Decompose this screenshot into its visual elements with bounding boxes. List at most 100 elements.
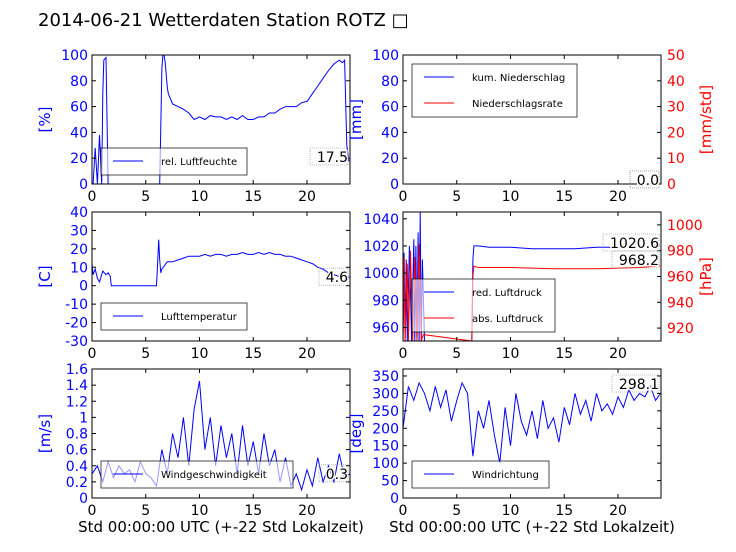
plot-frame <box>402 368 662 499</box>
x-tick-label: 20 <box>609 189 627 205</box>
y-tick-label: 40 <box>70 125 88 141</box>
legend-label: Windrichtung <box>472 470 539 481</box>
figure-title: 2014-06-21 Wetterdaten Station ROTZ □ <box>38 10 409 31</box>
y2-tick-label: 920 <box>667 321 694 337</box>
x-tick-label: 20 <box>609 346 627 362</box>
y-tick-label: 980 <box>372 293 399 309</box>
series-line <box>403 244 660 341</box>
y2-tick-label: 10 <box>667 151 685 167</box>
x-tick-label: 10 <box>502 503 520 519</box>
y-tick-label: 1000 <box>363 266 399 282</box>
x-tick-label: 10 <box>502 189 520 205</box>
x-tick-label: 5 <box>452 346 461 362</box>
y-axis-label: [C] <box>36 265 54 287</box>
y2-axis-label: [hPa] <box>697 257 715 296</box>
legend-label: abs. Luftdruck <box>472 314 543 325</box>
value-annotation: 0.0 <box>637 173 659 189</box>
y-tick-label: 60 <box>381 100 399 116</box>
y-tick-label: 30 <box>70 223 88 239</box>
value-annotation: 968.2 <box>619 253 659 269</box>
x-tick-label: 5 <box>141 503 150 519</box>
chart-panel: 0 5 10 15 20 -30 -20 -10 0 10 20 30 40 [C] Lufttempera… <box>36 205 351 362</box>
x-tick-label: 0 <box>88 346 97 362</box>
y-tick-label: 0.8 <box>66 427 88 443</box>
series-line <box>403 381 661 464</box>
y-tick-label: 0.2 <box>66 475 88 491</box>
y-tick-label: 150 <box>372 439 399 455</box>
y-tick-label: 0 <box>79 491 88 507</box>
y-tick-label: -20 <box>65 316 88 332</box>
y2-axis-label: [mm/std] <box>697 85 715 154</box>
y2-tick-label: 40 <box>667 74 685 90</box>
y2-tick-label: 50 <box>667 48 685 64</box>
value-annotation: 1020.6 <box>610 236 659 252</box>
legend-label: Lufttemperatur <box>161 312 238 323</box>
y-tick-label: 300 <box>372 386 399 402</box>
y-tick-label: -10 <box>65 297 88 313</box>
x-tick-label: 15 <box>244 503 262 519</box>
y-tick-label: 20 <box>70 242 88 258</box>
y-tick-label: 1040 <box>363 212 399 228</box>
value-annotation: 4.6 <box>326 270 348 286</box>
x-tick-label: 15 <box>555 346 573 362</box>
y2-tick-label: 0 <box>667 177 676 193</box>
y-tick-label: 20 <box>70 151 88 167</box>
value-annotation: 17.5 <box>317 150 348 166</box>
chart-panel: 0 5 10 15 20 00.20.40.60.811.21.41.6 [m/s] Wind… <box>36 362 364 536</box>
annotation-box <box>318 464 349 483</box>
x-tick-label: 5 <box>452 189 461 205</box>
y-tick-label: 1.2 <box>66 394 88 410</box>
x-tick-label: 10 <box>191 189 209 205</box>
y-tick-label: 40 <box>381 125 399 141</box>
legend-label: rel. Luftfeuchte <box>161 157 237 168</box>
y-tick-label: 80 <box>381 74 399 90</box>
x-tick-label: 10 <box>191 346 209 362</box>
legend-box <box>411 63 578 118</box>
x-tick-label: 15 <box>555 503 573 519</box>
x-tick-label: 10 <box>191 503 209 519</box>
x-tick-label: 5 <box>141 189 150 205</box>
y-tick-label: 1.4 <box>66 378 88 394</box>
value-annotation: 0.3 <box>326 467 348 483</box>
plot-frame <box>402 54 662 185</box>
y-tick-label: 1 <box>79 410 88 426</box>
y-tick-label: 20 <box>381 151 399 167</box>
y-tick-label: 0 <box>79 279 88 295</box>
y-tick-label: 0 <box>390 177 399 193</box>
annotation-box <box>318 267 349 286</box>
x-tick-label: 5 <box>141 346 150 362</box>
x-tick-label: 15 <box>244 189 262 205</box>
y-tick-label: 350 <box>372 369 399 385</box>
legend-box <box>100 147 248 176</box>
legend-label: Windgeschwindigkeit <box>161 470 267 481</box>
x-tick-label: 0 <box>399 189 408 205</box>
y2-tick-label: 1000 <box>667 218 703 234</box>
series-line <box>92 55 350 184</box>
legend-box <box>411 278 556 333</box>
x-tick-label: 5 <box>452 503 461 519</box>
annotation-box <box>309 147 349 166</box>
y2-tick-label: 30 <box>667 100 685 116</box>
x-tick-label: 20 <box>298 503 316 519</box>
x-tick-label: 0 <box>88 503 97 519</box>
y-tick-label: 0 <box>79 177 88 193</box>
chart-panel: 0 5 10 15 20050100150200250300350[deg]Windri… <box>347 368 675 536</box>
y-tick-label: 80 <box>70 74 88 90</box>
y-tick-label: 60 <box>70 100 88 116</box>
x-tick-label: 15 <box>555 189 573 205</box>
legend-label: kum. Niederschlag <box>472 73 565 84</box>
value-annotation: 0.0 <box>637 173 659 189</box>
y2-tick-label: 980 <box>667 244 694 260</box>
x-tick-label: 15 <box>244 346 262 362</box>
x-tick-label: 0 <box>399 503 408 519</box>
y-tick-label: 100 <box>372 456 399 472</box>
x-tick-label: 10 <box>502 346 520 362</box>
y-tick-label: 0.6 <box>66 443 88 459</box>
annotation-box <box>629 170 660 189</box>
missing-glyph-icon: □ <box>391 10 409 31</box>
y-tick-label: 1020 <box>363 239 399 255</box>
chart-panel: 0 5 10 15 20 0 20 40 60 80 100 [%] rel. Luftfeuchte 1… <box>36 48 351 205</box>
y2-tick-label: 20 <box>667 125 685 141</box>
y-tick-label: 250 <box>372 404 399 420</box>
